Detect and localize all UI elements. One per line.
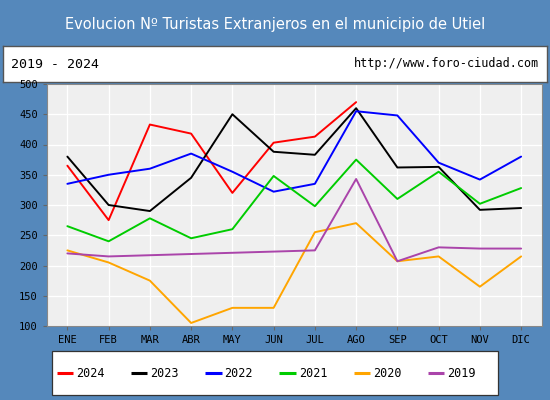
Text: 2022: 2022 [224, 367, 253, 380]
Text: 2023: 2023 [150, 367, 179, 380]
Text: 2019 - 2024: 2019 - 2024 [11, 58, 99, 70]
Text: Evolucion Nº Turistas Extranjeros en el municipio de Utiel: Evolucion Nº Turistas Extranjeros en el … [65, 17, 485, 32]
Text: 2020: 2020 [373, 367, 402, 380]
Text: http://www.foro-ciudad.com: http://www.foro-ciudad.com [354, 58, 539, 70]
Text: 2019: 2019 [447, 367, 476, 380]
Text: 2021: 2021 [299, 367, 327, 380]
Text: 2024: 2024 [76, 367, 104, 380]
